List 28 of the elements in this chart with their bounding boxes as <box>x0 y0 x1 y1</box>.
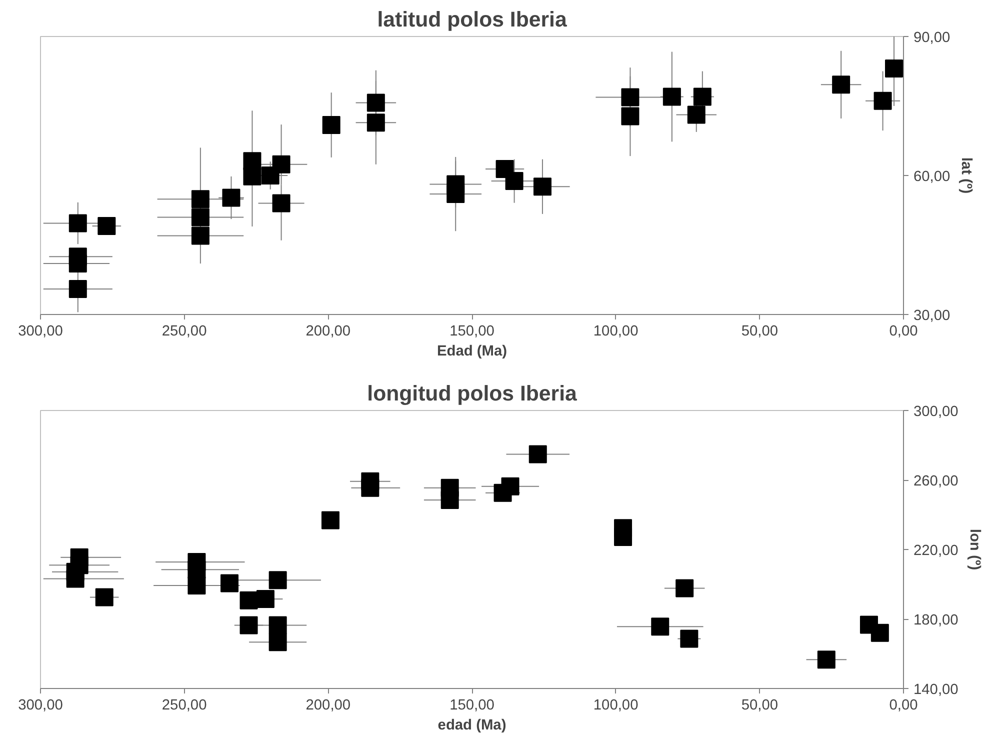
x-tick-label: 0,00 <box>889 324 918 340</box>
y-tick-label: 60,00 <box>914 169 950 185</box>
x-tick-label: 300,00 <box>18 698 63 714</box>
x-tick-label: 250,00 <box>162 324 207 340</box>
x-axis-title: edad (Ma) <box>438 718 506 734</box>
x-tick-label: 150,00 <box>450 324 494 340</box>
y-tick-label: 140,00 <box>914 682 958 698</box>
y-tick-label: 220,00 <box>914 543 958 559</box>
y-tick-label: 260,00 <box>914 474 958 490</box>
x-axis-title: Edad (Ma) <box>436 344 508 360</box>
x-tick-label: 100,00 <box>593 324 638 340</box>
y-axis-title: lat (º) <box>958 157 974 194</box>
x-tick-label: 0,00 <box>889 698 918 714</box>
x-tick-label: 150,00 <box>450 698 494 714</box>
x-tick-label: 250,00 <box>162 698 207 714</box>
x-tick-label: 50,00 <box>741 698 778 714</box>
chart-title: longitud polos Iberia <box>367 382 577 406</box>
x-tick-label: 300,00 <box>18 324 63 340</box>
y-axis-title: lon (º) <box>966 528 982 570</box>
chart-title: latitud polos Iberia <box>377 8 567 32</box>
x-tick-label: 200,00 <box>306 324 351 340</box>
y-tick-label: 30,00 <box>914 308 950 324</box>
y-tick-label: 300,00 <box>914 404 958 420</box>
y-tick-label: 90,00 <box>914 30 950 46</box>
y-tick-label: 180,00 <box>914 612 958 628</box>
x-tick-label: 100,00 <box>593 698 638 714</box>
x-tick-label: 200,00 <box>306 698 351 714</box>
x-tick-label: 50,00 <box>741 324 778 340</box>
